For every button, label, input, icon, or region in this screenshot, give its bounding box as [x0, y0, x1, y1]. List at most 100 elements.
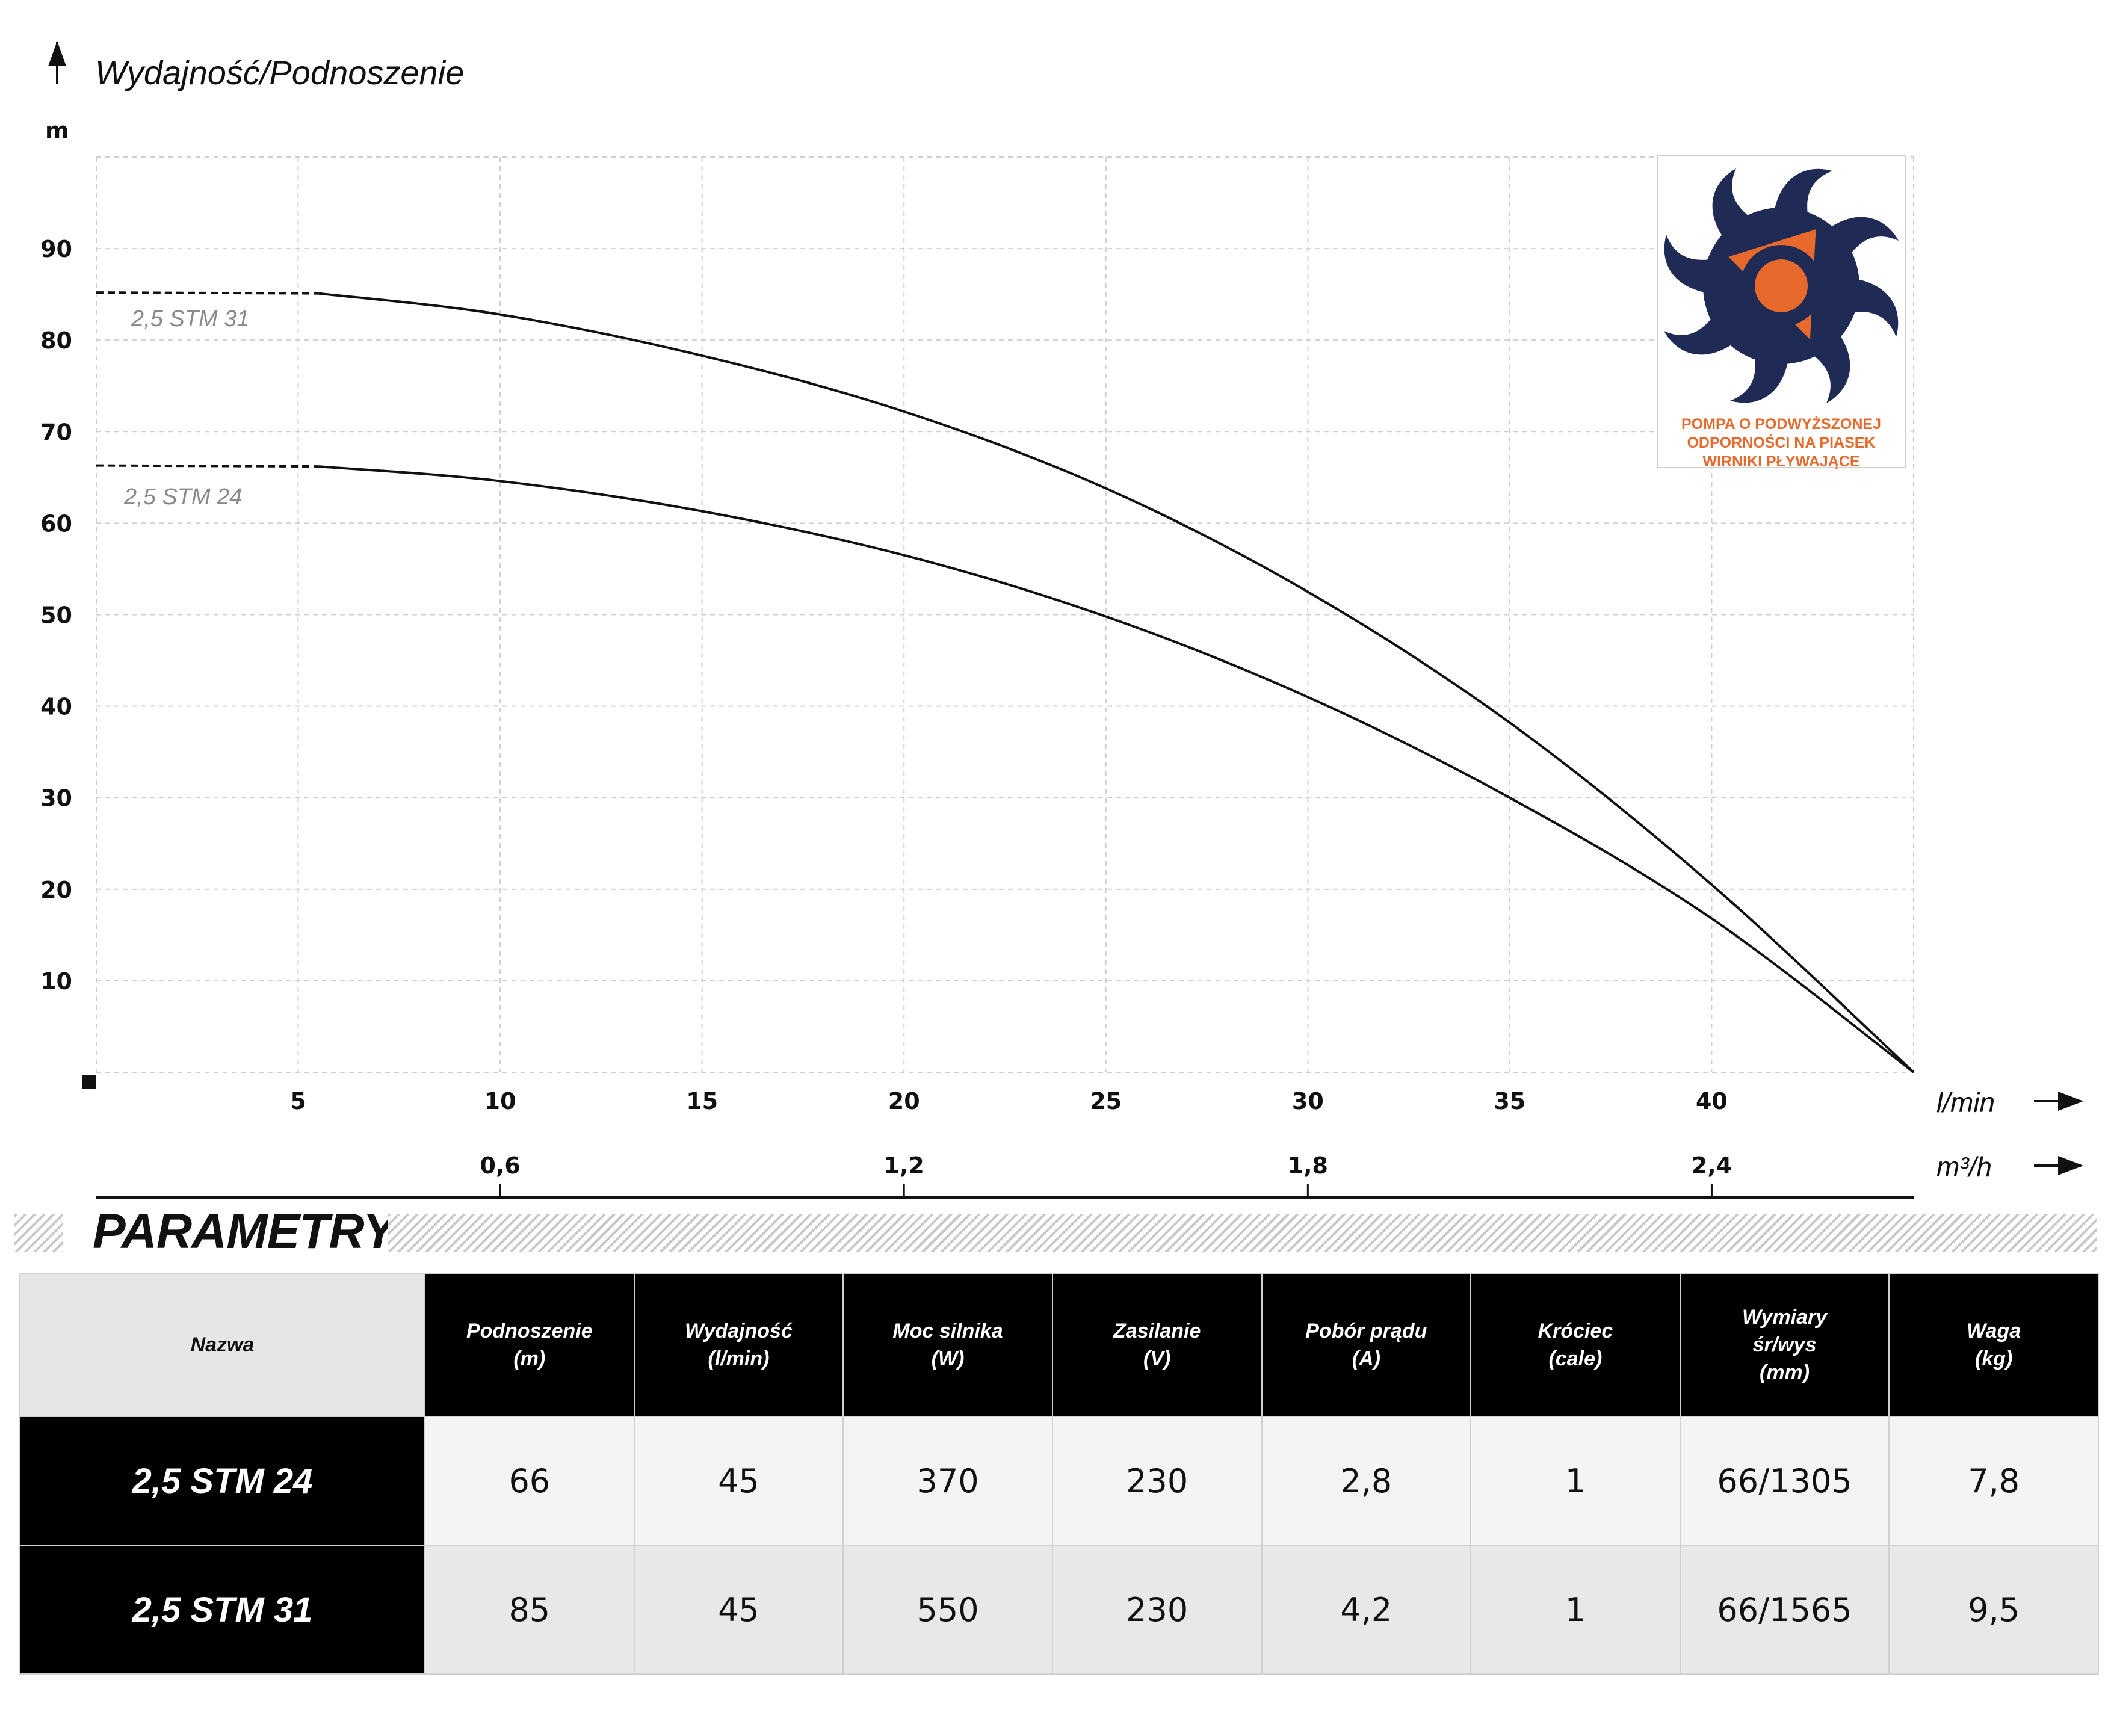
- column-header-line: Podnoszenie: [466, 1320, 593, 1342]
- y-tick-label: 30: [40, 785, 72, 812]
- impeller-blade: [1730, 328, 1790, 403]
- column-header: Wymiary śr/wys (mm): [1679, 1273, 1890, 1417]
- table-cell: 230: [1051, 1545, 1263, 1675]
- table-row: 2,5 STM 31 85 45 550 230 4,2 1 66/1565 9,5: [19, 1545, 2099, 1675]
- x-tick-label: 35: [1494, 1088, 1525, 1114]
- y-tick-label: 70: [40, 419, 72, 445]
- column-header-line: (W): [931, 1347, 965, 1370]
- column-header-line: (m): [513, 1347, 546, 1370]
- hatch-right: [388, 1214, 2097, 1252]
- column-header-line: Wydajność: [685, 1320, 793, 1342]
- column-header: Zasilanie (V): [1051, 1273, 1263, 1417]
- series-lines: 2,5 STM 31 2,5 STM 24: [96, 291, 1915, 1073]
- column-header-line: (cale): [1548, 1347, 1603, 1370]
- tick-labels: 10 20 30 40 50 60 70 80 90 5 10 15 20 25 30 35 40 0,6 1,2 1…: [40, 236, 1732, 1197]
- column-header-name: Nazwa: [19, 1273, 425, 1417]
- x-tick-label: 30: [1292, 1088, 1324, 1114]
- table-cell: 66/1565: [1679, 1545, 1890, 1675]
- model-name-cell: 2,5 STM 31: [19, 1545, 425, 1675]
- x-tick-label: 40: [1696, 1088, 1728, 1114]
- x-tick-label: 5: [290, 1088, 306, 1114]
- impeller-blade: [1772, 168, 1832, 244]
- y-axis-arrowhead: [48, 41, 66, 66]
- column-header-line: Waga: [1967, 1320, 2021, 1342]
- x-tick-label: 15: [686, 1088, 718, 1114]
- x-tick-label: 20: [888, 1088, 920, 1114]
- column-header-line: Moc silnika: [892, 1320, 1003, 1342]
- table-cell: 2,8: [1261, 1416, 1472, 1546]
- column-header: Moc silnika (W): [842, 1273, 1053, 1417]
- column-header-line: Nazwa: [190, 1333, 255, 1356]
- x2-tick-label: 2,4: [1692, 1152, 1732, 1179]
- grid: [96, 156, 1914, 1073]
- column-header: Podnoszenie (m): [424, 1273, 635, 1417]
- y-tick-label: 90: [40, 236, 72, 262]
- column-header: Pobór prądu (A): [1261, 1273, 1472, 1417]
- table-cell: 45: [633, 1416, 844, 1546]
- series-line: [318, 292, 1915, 1073]
- table-cell: 370: [842, 1416, 1053, 1546]
- column-header-line: Pobór prądu: [1305, 1320, 1427, 1342]
- column-header-line: (A): [1352, 1347, 1380, 1370]
- pump-curve-chart: Wydajność/Podnoszenie m l/min m³/h 10 20 3…: [40, 41, 2083, 1199]
- column-header-line: śr/wys: [1752, 1333, 1817, 1356]
- impeller-icon: [1664, 168, 1899, 403]
- table-cell: 85: [424, 1545, 635, 1675]
- column-header: Waga (kg): [1888, 1273, 2099, 1417]
- table-cell: 66: [424, 1416, 635, 1546]
- y-tick-label: 10: [40, 968, 72, 995]
- impeller-hub: [1755, 259, 1808, 312]
- column-header: Króciec (cale): [1470, 1273, 1681, 1417]
- column-header-line: (kg): [1975, 1347, 2013, 1370]
- column-header-line: Króciec: [1538, 1320, 1613, 1342]
- column-header-line: Wymiary: [1742, 1306, 1828, 1329]
- parameters-table: Nazwa Podnoszenie (m) Wydajność (l/min) Moc s…: [19, 1273, 2099, 1675]
- impeller-blade: [1664, 235, 1739, 295]
- table-cell: 1: [1470, 1416, 1681, 1546]
- series-line: [318, 465, 1915, 1073]
- x2-tick-label: 1,8: [1288, 1152, 1328, 1179]
- y-axis-unit: m: [45, 117, 69, 144]
- y-tick-label: 20: [40, 877, 72, 903]
- table-cell: 1: [1470, 1545, 1681, 1675]
- axes: Wydajność/Podnoszenie m l/min m³/h: [45, 41, 2083, 1199]
- table-cell: 66/1305: [1679, 1416, 1890, 1546]
- parameters-header: PARAMETRY: [14, 1203, 2097, 1259]
- series-label: 2,5 STM 31: [131, 306, 249, 332]
- x2-tick-label: 0,6: [480, 1152, 520, 1179]
- table-row: 2,5 STM 24 66 45 370 230 2,8 1 66/1305 7,8: [19, 1416, 2099, 1546]
- impeller-blade: [1664, 298, 1757, 355]
- parameters-title: PARAMETRY: [93, 1204, 396, 1259]
- series-line-dashed: [96, 291, 319, 295]
- column-header-line: (V): [1143, 1347, 1171, 1370]
- series-line-dashed: [96, 464, 319, 468]
- origin-marker: [82, 1075, 96, 1089]
- table-cell: 7,8: [1888, 1416, 2099, 1546]
- x-unit-secondary-arrowhead: [2058, 1156, 2083, 1175]
- y-tick-label: 50: [40, 602, 72, 629]
- column-header-line: Zasilanie: [1113, 1320, 1201, 1342]
- series-label: 2,5 STM 24: [123, 484, 242, 510]
- table-cell: 230: [1051, 1416, 1263, 1546]
- model-name-cell: 2,5 STM 24: [19, 1416, 425, 1546]
- y-axis-label: Wydajność/Podnoszenie: [95, 54, 464, 91]
- table-header-row: Nazwa Podnoszenie (m) Wydajność (l/min) Moc s…: [19, 1273, 2099, 1417]
- x-tick-label: 10: [484, 1088, 516, 1114]
- impeller-blade: [1823, 277, 1899, 337]
- x-unit-primary-arrowhead: [2058, 1092, 2083, 1111]
- badge-line: ODPORNOŚCI NA PIASEK: [1687, 434, 1876, 451]
- badge-line: POMPA O PODWYŻSZONEJ: [1681, 416, 1881, 433]
- column-header: Wydajność (l/min): [633, 1273, 844, 1417]
- x2-tick-label: 1,2: [884, 1152, 924, 1179]
- badge-text: POMPA O PODWYŻSZONEJ ODPORNOŚCI NA PIASE…: [1658, 415, 1905, 471]
- table-cell: 9,5: [1888, 1545, 2099, 1675]
- impeller-blade: [1712, 168, 1769, 262]
- table-cell: 45: [633, 1545, 844, 1675]
- x-unit-primary: l/min: [1936, 1087, 1995, 1118]
- y-tick-label: 40: [40, 694, 72, 720]
- x-tick-label: 25: [1090, 1088, 1122, 1114]
- table-cell: 4,2: [1261, 1545, 1472, 1675]
- y-tick-label: 80: [40, 327, 72, 354]
- badge-line: WIRNIKI PŁYWAJĄCE: [1702, 453, 1860, 470]
- column-header-line: (mm): [1760, 1361, 1810, 1384]
